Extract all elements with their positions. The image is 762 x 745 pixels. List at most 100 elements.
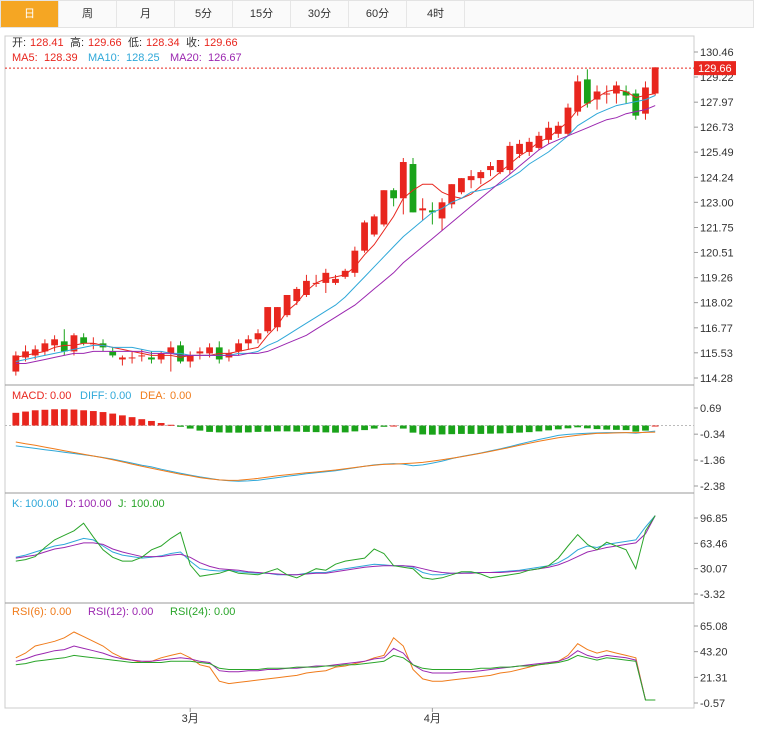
- tab-2[interactable]: 月: [117, 1, 175, 27]
- ma10-line: [15, 95, 656, 362]
- j-label: J:: [118, 498, 127, 510]
- price-y-tick-label: 119.26: [700, 273, 733, 285]
- macd-bar: [603, 425, 611, 430]
- macd-bar: [254, 425, 262, 432]
- macd-bar: [438, 425, 446, 435]
- price-y-tick-label: 123.00: [700, 197, 734, 209]
- macd-bar: [332, 425, 339, 433]
- macd-bar: [399, 425, 407, 429]
- tab-5[interactable]: 30分: [291, 1, 349, 27]
- close-label: 收:: [186, 35, 200, 49]
- j-value: 100.00: [131, 498, 165, 510]
- macd-bar: [651, 425, 659, 427]
- price-y-tick-label: 115.53: [700, 348, 733, 360]
- price-y-tick-label: 125.49: [700, 147, 734, 159]
- candle-body: [477, 172, 485, 179]
- candle-body: [89, 343, 97, 345]
- candle-body: [235, 343, 243, 352]
- macd-bar: [303, 425, 310, 432]
- rsi-y-tick-label: -0.57: [700, 698, 725, 710]
- macd-bar: [506, 425, 514, 434]
- tab-1[interactable]: 周: [59, 1, 117, 27]
- tab-6[interactable]: 60分: [349, 1, 407, 27]
- macd-bar: [80, 410, 88, 426]
- macd-bar: [148, 420, 155, 426]
- ma10-value: 128.25: [126, 52, 160, 64]
- macd-bar: [119, 415, 126, 426]
- candle-body: [148, 357, 155, 360]
- price-y-tick-label: 121.75: [700, 222, 734, 234]
- candle-body: [31, 349, 39, 356]
- macd-bar: [535, 425, 543, 432]
- macd-bar: [361, 425, 368, 431]
- macd-bar: [545, 425, 552, 431]
- macd-y-tick-label: -2.38: [700, 481, 725, 493]
- candle-body: [351, 250, 359, 273]
- macd-bar: [186, 425, 194, 429]
- tab-3[interactable]: 5分: [175, 1, 233, 27]
- ma10-label: MA10:: [88, 52, 120, 64]
- tab-4[interactable]: 15分: [233, 1, 291, 27]
- k-line: [15, 515, 656, 576]
- candle-body: [438, 202, 446, 219]
- kdj-y-tick-label: 63.46: [700, 538, 728, 550]
- rsi-y-tick-label: 43.20: [700, 647, 728, 659]
- rsi24-value: 0.00: [214, 606, 235, 618]
- macd-bar: [157, 422, 165, 426]
- diff-line: [15, 430, 656, 482]
- ma5-line: [15, 88, 656, 358]
- x-axis-label: 3月: [182, 713, 199, 725]
- candle-body: [196, 351, 204, 354]
- macd-bar: [525, 425, 533, 433]
- candle-body: [583, 79, 591, 104]
- kdj-y-tick-label: 30.07: [700, 564, 728, 576]
- macd-bar: [196, 425, 204, 431]
- tab-0[interactable]: 日: [1, 1, 59, 27]
- candle-body: [244, 339, 252, 344]
- diff-label: DIFF:: [80, 390, 108, 402]
- macd-bar: [564, 425, 572, 429]
- candle-body: [322, 272, 330, 283]
- macd-bar: [283, 425, 291, 432]
- ma5-value: 128.39: [44, 52, 78, 64]
- open-label: 开:: [12, 37, 26, 49]
- close-value: 129.66: [204, 37, 238, 49]
- macd-bar: [31, 410, 39, 426]
- candle-body: [186, 355, 194, 362]
- macd-bar: [12, 412, 20, 426]
- candle-body: [361, 222, 368, 251]
- macd-label: MACD:: [12, 390, 47, 402]
- tab-7[interactable]: 4时: [407, 1, 465, 27]
- candle-body: [593, 91, 601, 100]
- candle-body: [419, 208, 427, 211]
- d-label: D:: [65, 498, 76, 510]
- rsi-y-tick-label: 65.08: [700, 621, 728, 633]
- macd-bar: [419, 425, 427, 435]
- candle-body: [428, 210, 436, 213]
- macd-bar: [60, 409, 68, 426]
- candle-body: [564, 107, 572, 134]
- candle-body: [283, 294, 291, 316]
- stock-chart: 130.46129.22127.97126.73125.49124.24123.…: [4, 35, 736, 725]
- candle-body: [506, 145, 514, 171]
- candle-body: [128, 357, 136, 359]
- candle-body: [303, 280, 310, 295]
- macd-bar: [138, 419, 146, 426]
- candle-body: [651, 67, 659, 94]
- rsi24-label: RSI(24):: [170, 606, 211, 618]
- candle-body: [399, 162, 407, 199]
- macd-bar: [477, 425, 485, 434]
- low-value: 128.34: [146, 37, 180, 49]
- dea-line: [15, 431, 656, 481]
- last-price-tag-bg: [694, 61, 736, 76]
- j-line: [15, 515, 656, 580]
- candle-body: [22, 351, 29, 358]
- price-y-tick-label: 114.28: [700, 373, 733, 385]
- open-value: 128.41: [30, 37, 64, 49]
- macd-bar: [554, 425, 562, 430]
- macd-bar: [41, 409, 49, 426]
- kdj-y-tick-label: -3.32: [700, 589, 725, 601]
- candle-body: [603, 93, 611, 95]
- macd-bar: [458, 425, 465, 434]
- macd-bar: [70, 409, 78, 426]
